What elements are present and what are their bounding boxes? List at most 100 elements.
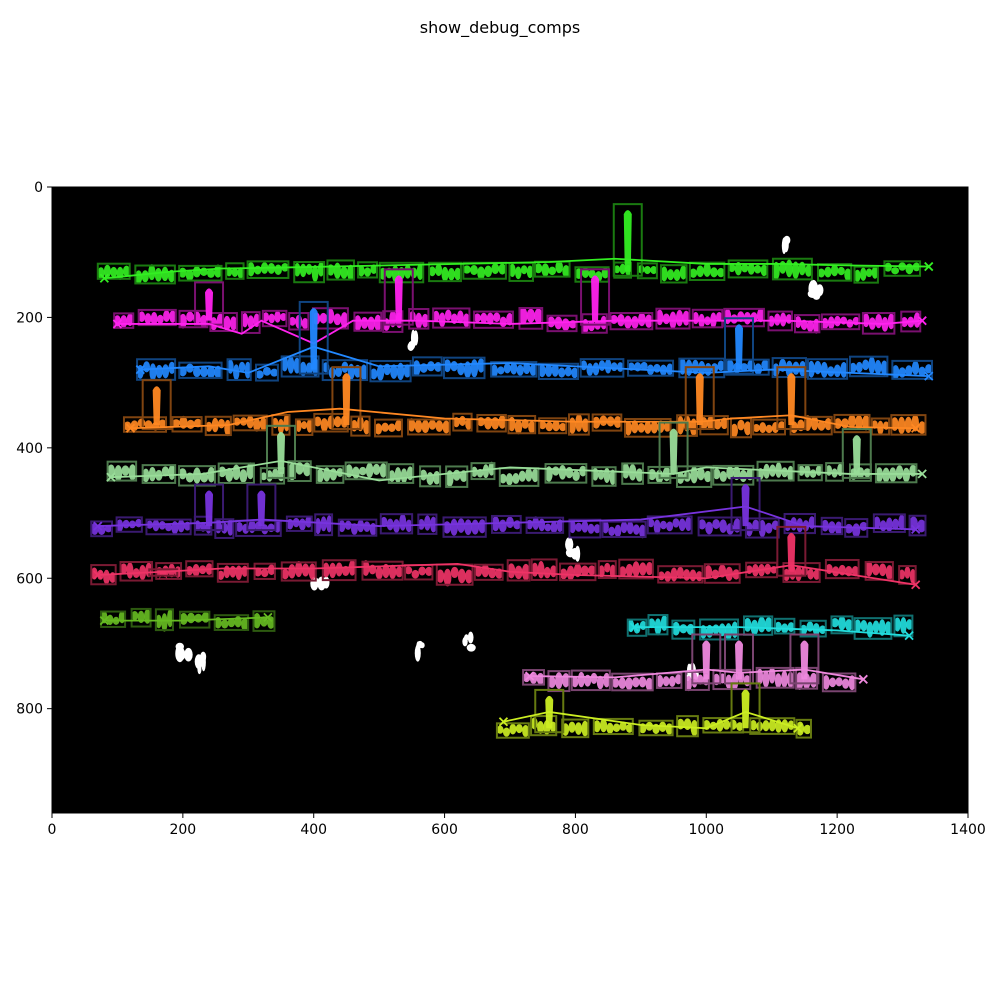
tall-glyph — [852, 435, 861, 474]
x-tick-label: 1200 — [819, 822, 855, 838]
glyph-stroke — [299, 361, 307, 377]
glyph-stroke — [909, 516, 918, 532]
glyph-stroke — [465, 569, 473, 584]
glyph-stroke — [712, 624, 720, 635]
glyph-stroke — [158, 520, 166, 530]
glyph-stroke — [568, 721, 576, 733]
glyph-component — [538, 420, 567, 432]
glyph-stroke — [394, 467, 402, 484]
endpoint-marker — [924, 261, 934, 272]
glyph-stroke — [572, 470, 580, 482]
glyph-stroke — [588, 320, 595, 332]
glyph-stroke — [596, 675, 604, 690]
glyph-stroke — [580, 565, 589, 576]
glyph-stroke — [685, 675, 692, 692]
glyph-stroke — [648, 618, 656, 629]
glyph-stroke — [704, 565, 713, 579]
glyph-stroke — [438, 312, 446, 328]
glyph-component — [849, 356, 888, 376]
glyph-stroke — [545, 421, 554, 432]
glyph-stroke — [526, 265, 534, 279]
component-bbox — [752, 418, 786, 436]
glyph-stroke — [288, 316, 296, 326]
glyph-stroke — [854, 269, 861, 282]
component-bbox — [537, 362, 580, 381]
glyph-stroke — [514, 420, 523, 435]
glyph-stroke — [781, 670, 788, 688]
glyph-stroke — [363, 420, 370, 435]
glyph-component — [295, 419, 313, 433]
endpoint-marker — [911, 524, 921, 534]
glyph-stroke — [676, 416, 685, 435]
tall-glyph — [257, 490, 266, 527]
glyph-stroke — [388, 564, 397, 579]
glyph-stroke — [668, 675, 676, 687]
glyph-stroke — [509, 723, 517, 735]
component-bbox — [106, 460, 138, 482]
glyph-stroke — [716, 312, 723, 322]
glyph-stroke — [842, 678, 850, 689]
glyph-stroke — [459, 415, 466, 427]
glyph-stroke — [193, 366, 201, 378]
glyph-stroke — [267, 564, 276, 576]
glyph-stroke — [838, 615, 846, 631]
glyph-component — [730, 419, 752, 438]
component-bbox — [442, 356, 486, 380]
glyph-stroke — [650, 266, 658, 275]
glyph-stroke — [186, 612, 196, 624]
glyph-stroke — [581, 520, 589, 533]
component-bbox — [473, 310, 514, 329]
glyph-stroke — [887, 313, 895, 330]
glyph-stroke — [892, 365, 900, 380]
tall-component-bbox — [724, 317, 754, 375]
glyph-stroke — [260, 472, 267, 481]
glyph-stroke — [543, 566, 551, 579]
glyph-stroke — [244, 361, 252, 379]
component-bbox — [544, 463, 588, 484]
component-bbox — [671, 619, 696, 640]
glyph-stroke — [177, 519, 185, 533]
component-bbox — [697, 516, 742, 537]
tall-component-bbox — [691, 633, 722, 685]
glyph-stroke — [518, 470, 526, 482]
glyph-stroke — [274, 264, 282, 275]
y-tick-label: 600 — [16, 571, 43, 587]
glyph-stroke — [561, 318, 570, 331]
component-bbox — [611, 672, 654, 692]
tall-component-bbox — [580, 268, 611, 326]
glyph-stroke — [779, 260, 787, 274]
glyph-stroke — [255, 370, 264, 379]
glyph-stroke — [425, 566, 433, 577]
glyph-stroke — [231, 267, 239, 278]
glyph-stroke — [725, 623, 733, 641]
glyph-stroke — [311, 265, 319, 282]
glyph-stroke — [897, 416, 906, 434]
tall-glyph — [205, 288, 214, 321]
glyph-stroke — [609, 469, 616, 485]
glyph-stroke — [538, 364, 546, 378]
tall-component-bbox — [658, 421, 689, 479]
x-tick-label: 800 — [562, 822, 589, 838]
glyph-stroke — [152, 519, 160, 532]
glyph-stroke — [545, 466, 553, 482]
glyph-stroke — [624, 421, 632, 436]
glyph-stroke — [161, 466, 169, 477]
glyph-stroke — [169, 310, 177, 323]
glyph-stroke — [734, 262, 742, 276]
glyph-stroke — [575, 413, 583, 432]
glyph-stroke — [158, 419, 167, 428]
tall-component-bbox — [534, 688, 565, 734]
glyph-stroke — [865, 268, 873, 278]
glyph-stroke — [161, 613, 168, 632]
glyph-stroke — [280, 312, 287, 322]
glyph-stroke — [781, 719, 789, 733]
figure-title: show_debug_comps — [419, 18, 581, 37]
component-bbox — [119, 560, 154, 582]
component-bbox — [96, 262, 131, 280]
glyph-stroke — [365, 462, 374, 478]
component-bbox — [280, 561, 317, 582]
glyph-component — [508, 416, 536, 435]
component-bbox — [774, 617, 796, 635]
glyph-stroke — [521, 419, 529, 429]
glyph-component — [656, 674, 682, 688]
